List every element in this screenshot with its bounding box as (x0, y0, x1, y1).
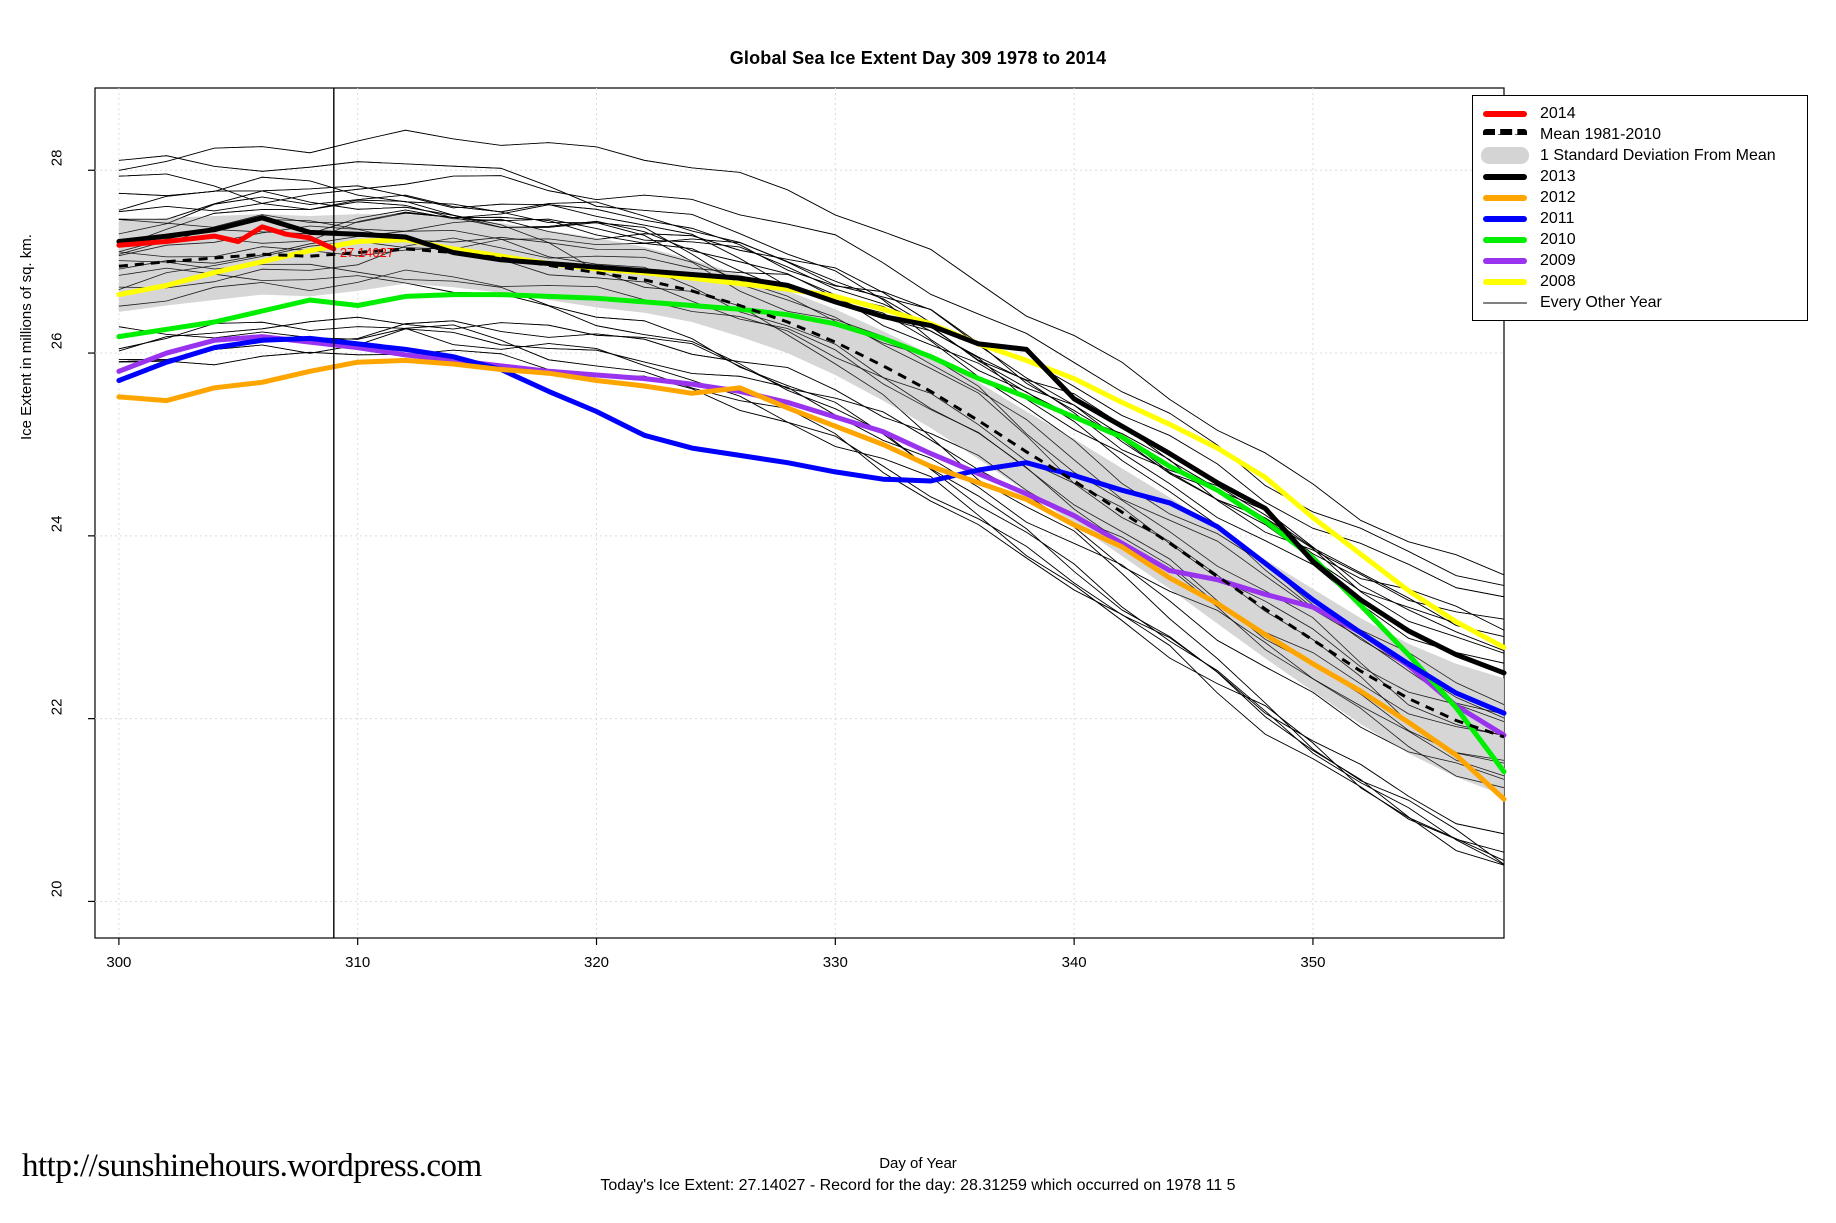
legend-item[interactable]: 2012 (1479, 187, 1801, 208)
other-year-line (118, 218, 1505, 789)
series-line-2014 (116, 224, 337, 252)
other-year-line (118, 212, 1505, 664)
x-tick-label: 340 (1061, 954, 1087, 971)
other-year-line (118, 155, 1505, 705)
legend-swatch-2011 (1479, 208, 1531, 229)
legend-label: 1 Standard Deviation From Mean (1540, 146, 1776, 164)
legend-swatch-mean (1479, 124, 1531, 145)
other-year-line (118, 194, 1505, 654)
x-tick-label: 320 (583, 954, 610, 971)
legend-swatch-2014 (1479, 103, 1531, 124)
legend-label: Mean 1981-2010 (1540, 125, 1661, 143)
today-value-annotation: 27.14027 (339, 244, 395, 260)
legend-item[interactable]: 1 Standard Deviation From Mean (1479, 145, 1801, 166)
series-line-2012 (116, 357, 1507, 802)
page-title: Global Sea Ice Extent Day 309 1978 to 20… (729, 48, 1107, 68)
legend-item[interactable]: 2011 (1479, 208, 1801, 229)
x-tick-label: 300 (106, 954, 132, 971)
other-year-line (118, 349, 1505, 835)
other-year-line (118, 225, 1505, 715)
other-year-line (118, 269, 1505, 722)
other-year-line (118, 321, 1505, 861)
legend-item[interactable]: 2010 (1479, 229, 1801, 250)
legend-swatch-2009 (1479, 250, 1531, 271)
legend-swatch-2008 (1479, 271, 1531, 292)
series-line-2011 (116, 335, 1507, 716)
legend-label: 2009 (1540, 251, 1576, 269)
y-tick-label: 24 (48, 515, 66, 533)
legend-swatch-2013 (1479, 166, 1531, 187)
other-year-line (118, 260, 1505, 866)
other-year-line (118, 129, 1505, 576)
chart-legend: 2014 Mean 1981-2010 1 Standard Deviation… (1472, 95, 1808, 321)
plot-frame (94, 87, 1505, 939)
other-year-line (118, 246, 1505, 764)
legend-label: 2010 (1540, 230, 1576, 248)
series-line-2010 (116, 292, 1507, 775)
legend-label: 2012 (1540, 188, 1576, 206)
legend-item[interactable]: 2009 (1479, 250, 1801, 271)
x-tick-label: 330 (822, 954, 848, 971)
other-year-line (118, 324, 1505, 853)
x-tick-label: 310 (345, 954, 371, 971)
legend-label: 2008 (1540, 272, 1576, 290)
other-year-line (118, 218, 1505, 598)
legend-swatch-2010 (1479, 229, 1531, 250)
y-tick-label: 28 (48, 149, 66, 167)
legend-swatch-every-other-year (1479, 292, 1531, 313)
chart-footnote: Today's Ice Extent: 27.14027 - Record fo… (600, 1177, 1236, 1194)
other-year-line (118, 316, 1505, 777)
other-year-line (118, 176, 1505, 761)
legend-item[interactable]: Mean 1981-2010 (1479, 124, 1801, 145)
legend-label: Every Other Year (1540, 293, 1662, 311)
legend-swatch-2012 (1479, 187, 1531, 208)
std-dev-band (118, 214, 1504, 796)
series-line-2013 (116, 215, 1507, 676)
legend-item[interactable]: 2008 (1479, 271, 1801, 292)
source-watermark: http://sunshinehours.wordpress.com (22, 1148, 482, 1184)
y-axis-title: Ice Extent in millions of sq. km. (18, 234, 35, 440)
legend-label: 2011 (1540, 209, 1575, 227)
other-year-line (118, 173, 1505, 865)
legend-item[interactable]: 2013 (1479, 166, 1801, 187)
other-year-line (118, 175, 1505, 586)
legend-item[interactable]: Every Other Year (1479, 292, 1801, 313)
legend-label: 2013 (1540, 167, 1576, 185)
x-tick-label: 350 (1300, 954, 1326, 971)
series-line-2009 (116, 334, 1507, 738)
y-tick-label: 20 (48, 880, 66, 898)
legend-swatch-stddev (1479, 145, 1531, 166)
y-tick-label: 26 (48, 332, 66, 350)
x-axis-title: Day of Year (879, 1155, 957, 1172)
y-tick-label: 22 (48, 698, 66, 715)
legend-label: 2014 (1540, 104, 1576, 122)
series-line-mean (118, 247, 1505, 739)
legend-item[interactable]: 2014 (1479, 103, 1801, 124)
other-year-line (118, 237, 1505, 620)
